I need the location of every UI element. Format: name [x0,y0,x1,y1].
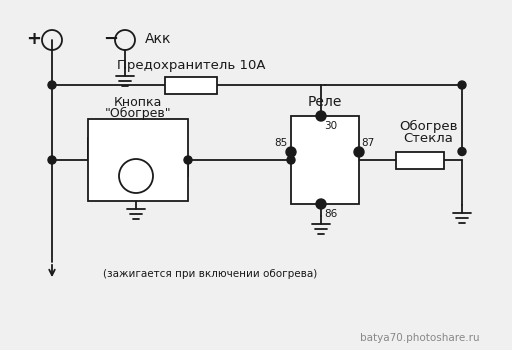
Circle shape [458,147,466,155]
Text: Кнопка: Кнопка [114,96,162,108]
Text: 87: 87 [361,138,375,148]
Text: (зажигается при включении обогрева): (зажигается при включении обогрева) [103,269,317,279]
Circle shape [48,81,56,89]
Circle shape [316,199,326,209]
Circle shape [286,147,296,157]
Bar [291,116,359,204]
Bar [165,77,217,93]
Text: 30: 30 [325,121,337,131]
Text: 85: 85 [274,138,288,148]
Text: +: + [27,30,41,48]
Text: Стекла: Стекла [403,132,453,145]
Circle shape [316,111,326,121]
Text: −: − [103,30,119,48]
Text: 86: 86 [325,209,337,219]
Text: batya70.photoshare.ru: batya70.photoshare.ru [360,333,480,343]
Circle shape [458,81,466,89]
Text: Обогрев: Обогрев [399,119,457,133]
Circle shape [184,156,192,164]
Text: Предохранитель 10А: Предохранитель 10А [117,58,265,71]
Bar [88,119,188,201]
Text: Реле: Реле [308,95,342,109]
Circle shape [287,156,295,164]
Circle shape [354,147,364,157]
Bar [396,152,444,168]
Circle shape [48,156,56,164]
Text: "Обогрев": "Обогрев" [104,106,172,120]
Text: Акк: Акк [145,32,171,46]
